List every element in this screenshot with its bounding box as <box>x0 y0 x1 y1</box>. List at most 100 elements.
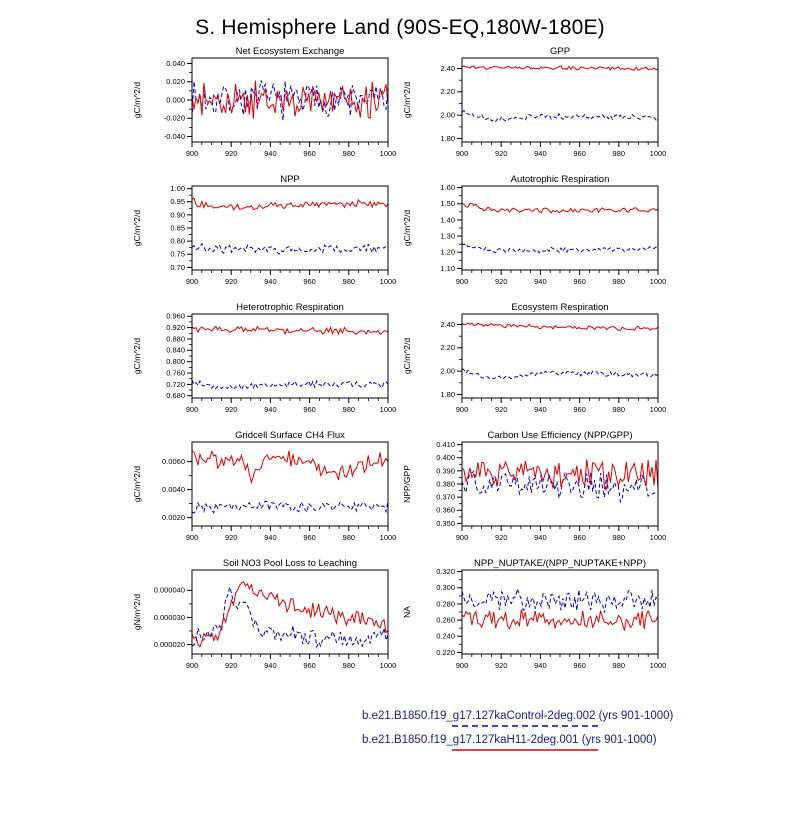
svg-text:2.40: 2.40 <box>440 320 455 329</box>
svg-text:940: 940 <box>264 405 277 414</box>
subplot-title: Soil NO3 Pool Loss to Leaching <box>223 558 357 569</box>
y-axis-ticks: -0.040 -0.020 0.000 0.020 0.040 <box>164 59 192 141</box>
svg-text:900: 900 <box>186 149 199 158</box>
svg-text:960: 960 <box>573 149 586 158</box>
svg-text:940: 940 <box>534 533 547 542</box>
svg-text:0.760: 0.760 <box>166 368 185 377</box>
subplot-net-ecosystem-exchange: Net Ecosystem Exchange gC/m^2/d -0.040 -0.0… <box>130 44 400 172</box>
svg-text:940: 940 <box>534 149 547 158</box>
svg-text:980: 980 <box>343 277 356 286</box>
subplot-svg: Gridcell Surface CH4 FluxgC/m^2/d0.00200… <box>132 430 397 542</box>
plot-frame <box>461 57 659 143</box>
svg-text:0.85: 0.85 <box>170 223 185 232</box>
subplot-svg: Ecosystem Respiration gC/m^2/d 1.80 2.00 2.2… <box>402 302 666 414</box>
series-group <box>192 449 388 514</box>
svg-text:0.000040: 0.000040 <box>154 586 185 595</box>
svg-text:0.320: 0.320 <box>436 567 455 576</box>
svg-text:0.800: 0.800 <box>166 357 185 366</box>
svg-text:1.00: 1.00 <box>170 184 185 193</box>
plot-frame <box>461 313 659 399</box>
svg-text:1000: 1000 <box>380 661 397 670</box>
subplot-gridcell-surface-ch4-flux: Gridcell Surface CH4 Flux gC/m^2/d 0.0020 0… <box>130 428 400 556</box>
svg-text:2.40: 2.40 <box>440 64 455 73</box>
y-axis-ticks: 0.220 0.240 0.260 0.280 0.300 0.320 <box>436 567 462 657</box>
svg-text:0.000: 0.000 <box>166 95 185 104</box>
svg-text:0.0040: 0.0040 <box>162 485 185 494</box>
subplot-title: GPP <box>550 46 570 57</box>
svg-text:960: 960 <box>573 277 586 286</box>
x-axis-ticks: 900 920 940 960 980 1000 <box>186 142 396 158</box>
svg-text:920: 920 <box>495 405 508 414</box>
x-axis-ticks: 900 920 940 960 980 1000 <box>186 526 397 542</box>
subplot-svg: NPP_NUPTAKE/(NPP_NUPTAKE+NPP) NA 0.220 0.24… <box>402 558 667 670</box>
series-group <box>462 586 658 631</box>
svg-text:0.960: 0.960 <box>166 312 185 321</box>
svg-text:960: 960 <box>303 149 316 158</box>
svg-text:0.840: 0.840 <box>166 346 185 355</box>
series-line-h11-solid <box>462 322 658 332</box>
subplot-title: Gridcell Surface CH4 Flux <box>235 430 345 441</box>
svg-text:0.70: 0.70 <box>170 263 185 272</box>
svg-text:0.80: 0.80 <box>170 237 185 246</box>
subplot-title: NPP <box>280 174 300 185</box>
series-line-control-dashed <box>462 109 658 123</box>
y-axis-label: gC/m^2/d <box>402 82 412 118</box>
svg-text:0.000020: 0.000020 <box>154 640 185 649</box>
subplot-carbon-use-efficiency-npp-gpp: Carbon Use Efficiency (NPP/GPP) NPP/GPP 0.… <box>400 428 670 556</box>
series-line-h11-solid <box>192 325 388 336</box>
series-line-control-dashed <box>192 379 388 392</box>
subplot-ecosystem-respiration: Ecosystem Respiration gC/m^2/d 1.80 2.00 2.2… <box>400 300 670 428</box>
plot-frame <box>461 441 659 527</box>
series-line-control-dashed <box>192 500 388 514</box>
page-title: S. Hemisphere Land (90S-EQ,180W-180E) <box>195 16 605 39</box>
svg-text:0.380: 0.380 <box>436 479 455 488</box>
svg-text:940: 940 <box>534 405 547 414</box>
series-line-h11-solid <box>462 459 658 490</box>
svg-text:1.40: 1.40 <box>440 215 455 224</box>
legend-label-h11: b.e21.B1850.f19_g17.127kaH11-2deg.001 (y… <box>362 734 657 746</box>
series-group <box>192 80 388 121</box>
svg-text:0.000030: 0.000030 <box>154 613 185 622</box>
series-line-h11-solid <box>462 202 658 214</box>
svg-text:900: 900 <box>186 405 199 414</box>
svg-text:920: 920 <box>225 277 238 286</box>
svg-text:900: 900 <box>186 533 199 542</box>
svg-text:2.00: 2.00 <box>440 111 455 120</box>
svg-text:1000: 1000 <box>650 277 667 286</box>
plot-frame <box>461 185 659 271</box>
svg-text:960: 960 <box>573 533 586 542</box>
svg-text:960: 960 <box>573 661 586 670</box>
svg-text:980: 980 <box>613 661 626 670</box>
svg-text:0.90: 0.90 <box>170 210 185 219</box>
figure-page: S. Hemisphere Land (90S-EQ,180W-180E) Ne… <box>0 16 800 754</box>
svg-text:1000: 1000 <box>650 661 667 670</box>
svg-text:0.680: 0.680 <box>166 391 185 400</box>
y-axis-label: gN/m^2/d <box>132 594 142 630</box>
svg-text:960: 960 <box>303 533 316 542</box>
svg-text:1.80: 1.80 <box>440 134 455 143</box>
svg-text:900: 900 <box>186 277 199 286</box>
plot-frame <box>191 57 389 143</box>
svg-text:1.80: 1.80 <box>440 390 455 399</box>
svg-text:960: 960 <box>573 405 586 414</box>
svg-text:1.20: 1.20 <box>440 248 455 257</box>
svg-text:0.920: 0.920 <box>166 323 185 332</box>
svg-text:1000: 1000 <box>380 533 397 542</box>
series-line-h11-solid <box>192 580 388 648</box>
subplot-npp: NPP gC/m^2/d 0.70 0.75 0.80 0.85 0.90 0.95 1.00 9… <box>130 172 400 300</box>
x-axis-ticks: 900 920 940 960 980 1000 <box>186 398 396 414</box>
svg-text:0.410: 0.410 <box>436 440 455 449</box>
subplot-svg: NPP gC/m^2/d 0.70 0.75 0.80 0.85 0.90 0.95 1.00 9… <box>132 174 396 286</box>
svg-text:940: 940 <box>264 149 277 158</box>
subplot-gpp: GPP gC/m^2/d 1.80 2.00 2.20 2.40 900 920 940 960 9… <box>400 44 670 172</box>
y-axis-label: NA <box>402 606 412 618</box>
series-group <box>192 197 388 255</box>
y-axis-ticks: 1.10 1.20 1.30 1.40 1.50 1.60 <box>440 183 462 273</box>
series-line-control-dashed <box>462 368 658 380</box>
svg-text:0.370: 0.370 <box>436 493 455 502</box>
series-group <box>462 202 658 254</box>
svg-text:1.50: 1.50 <box>440 199 455 208</box>
series-line-h11-solid <box>462 609 658 631</box>
svg-text:0.390: 0.390 <box>436 466 455 475</box>
svg-text:940: 940 <box>534 661 547 670</box>
